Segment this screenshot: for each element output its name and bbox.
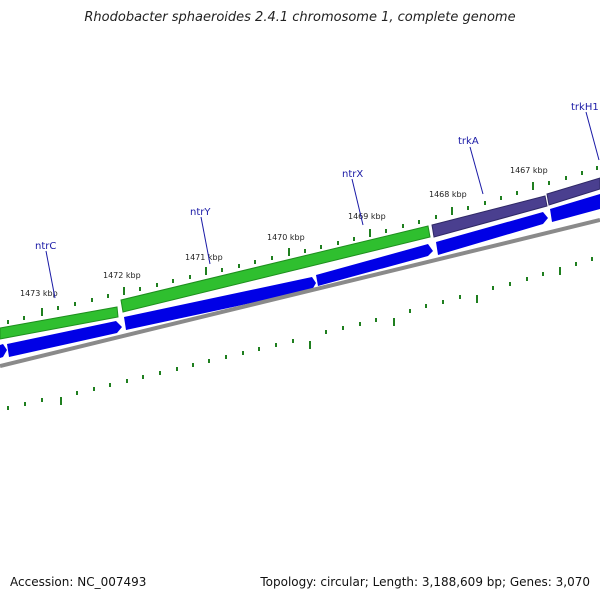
cds-arrow[interactable] [0, 344, 7, 358]
gene-trkH1-block[interactable] [546, 177, 600, 206]
tick-label-1469: 1469 kbp [348, 212, 386, 221]
leader-trkA [469, 146, 484, 195]
accession-text: Accession: NC_007493 [10, 575, 147, 589]
leader-ntrC [45, 250, 56, 299]
tick-label-1471: 1471 kbp [185, 253, 223, 262]
gene-track-forward [0, 177, 600, 340]
upper-tick-track [7, 166, 598, 324]
genome-stats-text: Topology: circular; Length: 3,188,609 bp… [260, 575, 590, 589]
tick-label-1470: 1470 kbp [267, 233, 305, 242]
gene-ntrY-ntrX-block[interactable] [120, 225, 431, 313]
gene-labels: ntrC ntrY ntrX trkA trkH1 [35, 102, 599, 252]
gene-label-ntrY[interactable]: ntrY [190, 207, 211, 218]
tick-labels: 1473 kbp 1472 kbp 1471 kbp 1470 kbp 1469… [20, 166, 548, 298]
cds-track [0, 194, 600, 358]
chromosome-backbone [0, 218, 600, 368]
gene-leader-lines [45, 111, 600, 299]
tick-label-1467: 1467 kbp [510, 166, 548, 175]
tick-label-1472: 1472 kbp [103, 271, 141, 280]
cds-arrow[interactable] [436, 212, 548, 255]
gene-label-ntrC[interactable]: ntrC [35, 241, 56, 252]
cds-arrow[interactable] [316, 244, 433, 286]
gene-ntrC-block[interactable] [0, 306, 119, 340]
gene-label-trkH1[interactable]: trkH1 [571, 102, 599, 113]
leader-trkH1 [585, 111, 600, 161]
cds-arrow[interactable] [7, 321, 122, 357]
map-title: Rhodobacter sphaeroides 2.4.1 chromosome… [84, 10, 516, 25]
leader-ntrY [200, 216, 211, 265]
leader-ntrX [351, 178, 364, 226]
gene-trkA-block[interactable] [431, 195, 548, 238]
cds-arrow[interactable] [550, 194, 600, 222]
cds-arrow[interactable] [124, 277, 316, 330]
lower-tick-track [7, 257, 593, 410]
gene-label-ntrX[interactable]: ntrX [342, 169, 363, 180]
tick-label-1468: 1468 kbp [429, 190, 467, 199]
gene-label-trkA[interactable]: trkA [458, 136, 479, 147]
tick-label-1473: 1473 kbp [20, 289, 58, 298]
